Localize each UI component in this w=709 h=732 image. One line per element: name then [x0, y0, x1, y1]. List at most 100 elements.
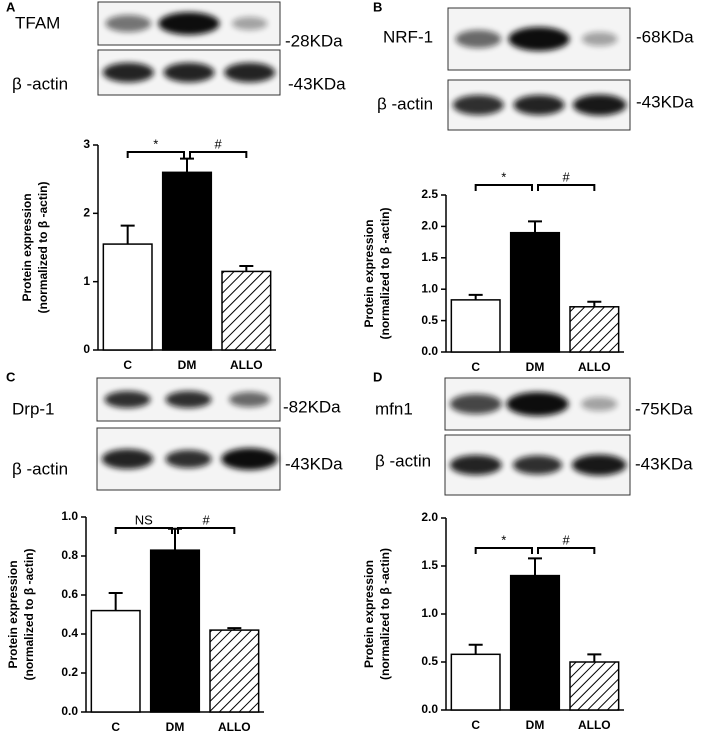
blot-band	[508, 27, 570, 51]
bar	[569, 306, 620, 353]
error-bar	[180, 157, 194, 173]
y-tick-label: 0.8	[61, 548, 78, 562]
error-bar	[108, 592, 123, 611]
x-tick-label: C	[471, 718, 480, 732]
error-bar	[120, 224, 135, 245]
blot-band	[105, 14, 152, 33]
blot-label: β -actin	[375, 451, 431, 470]
panel-label: C	[6, 369, 16, 384]
y-tick-label: 2.5	[421, 187, 438, 201]
x-tick-label: DM	[166, 720, 185, 732]
y-axis-label: (normalized to β -actin)	[378, 208, 392, 340]
y-tick-label: 0.0	[421, 344, 438, 358]
blot-band	[506, 392, 569, 416]
bar	[149, 549, 201, 713]
y-axis-label: (normalized to β -actin)	[36, 182, 50, 314]
bar	[102, 243, 153, 351]
blot-band	[455, 30, 502, 48]
error-bar	[468, 293, 483, 300]
y-tick-label: 0.2	[61, 665, 78, 679]
significance-bracket	[177, 527, 236, 534]
y-tick-label: 2	[83, 206, 90, 220]
significance-label: #	[563, 532, 571, 547]
y-tick-label: 1.5	[421, 250, 438, 264]
x-tick-label: ALLO	[578, 718, 611, 732]
bar	[450, 299, 501, 353]
blot-band	[571, 454, 627, 476]
error-bar	[528, 557, 542, 576]
bar	[569, 661, 620, 711]
significance-bracket	[537, 547, 596, 554]
blot-size: -28KDa	[285, 31, 343, 50]
y-axis-label: Protein expression	[6, 560, 20, 668]
significance-label: #	[215, 136, 223, 151]
bar	[450, 653, 501, 711]
x-tick-label: ALLO	[218, 720, 251, 732]
y-axis-label: Protein expression	[362, 219, 376, 327]
blot-size: -75KDa	[635, 399, 693, 418]
blot-band	[221, 448, 278, 470]
y-tick-label: 1.0	[61, 509, 78, 523]
y-tick-label: 0	[83, 342, 90, 356]
bar	[209, 629, 260, 713]
blot-band	[104, 390, 151, 409]
x-tick-label: DM	[178, 358, 197, 372]
blot-band	[512, 455, 563, 475]
y-tick-label: 0.0	[61, 704, 78, 718]
blot-band	[101, 449, 154, 469]
blot-band	[158, 12, 220, 35]
significance-bracket	[126, 151, 185, 158]
blot-label: TFAM	[15, 13, 60, 32]
blot-band	[572, 94, 627, 116]
significance-bracket	[189, 151, 248, 158]
y-tick-label: 0.0	[421, 702, 438, 716]
blot-band	[449, 455, 502, 475]
blot-band	[581, 32, 618, 46]
y-tick-label: 1.0	[421, 606, 438, 620]
significance-bracket	[474, 547, 533, 554]
significance-bracket	[114, 527, 173, 534]
y-tick-label: 0.6	[61, 587, 78, 601]
y-tick-label: 1.0	[421, 281, 438, 295]
blot-band	[163, 62, 215, 83]
y-tick-label: 0.5	[421, 654, 438, 668]
error-bar	[528, 220, 542, 233]
error-bar	[587, 300, 602, 307]
blot-label: β -actin	[377, 94, 433, 113]
significance-label: *	[501, 532, 506, 547]
blot-label: Drp-1	[12, 399, 55, 418]
error-bar	[239, 264, 254, 272]
blot-size: -43KDa	[285, 454, 343, 473]
x-tick-label: ALLO	[578, 360, 611, 374]
panel-label: D	[373, 369, 382, 384]
y-tick-label: 1	[83, 274, 90, 288]
bar	[90, 609, 141, 713]
y-axis-label: Protein expression	[20, 193, 34, 301]
x-tick-label: C	[471, 360, 480, 374]
x-tick-label: C	[111, 720, 120, 732]
significance-label: #	[203, 512, 211, 527]
x-tick-label: ALLO	[230, 358, 263, 372]
y-tick-label: 0.4	[61, 626, 78, 640]
blot-band	[513, 95, 565, 115]
significance-label: #	[563, 169, 571, 184]
error-bar	[587, 653, 602, 662]
panel-label: B	[373, 0, 382, 14]
blot-label: β -actin	[12, 74, 68, 93]
blot-band	[224, 62, 276, 83]
bar	[221, 270, 272, 351]
significance-label: NS	[135, 512, 153, 527]
bar	[509, 231, 561, 353]
y-tick-label: 3	[83, 137, 90, 151]
blot-size: -43KDa	[635, 454, 693, 473]
blot-band	[581, 397, 618, 411]
blot-label: β -actin	[12, 459, 68, 478]
error-bar	[468, 643, 483, 655]
bar	[509, 574, 561, 711]
error-bar	[227, 627, 242, 631]
blot-band	[102, 62, 154, 83]
error-bar	[168, 527, 182, 551]
significance-label: *	[501, 169, 506, 184]
blot-size: -43KDa	[636, 92, 694, 111]
y-axis-label: (normalized to β -actin)	[378, 548, 392, 680]
